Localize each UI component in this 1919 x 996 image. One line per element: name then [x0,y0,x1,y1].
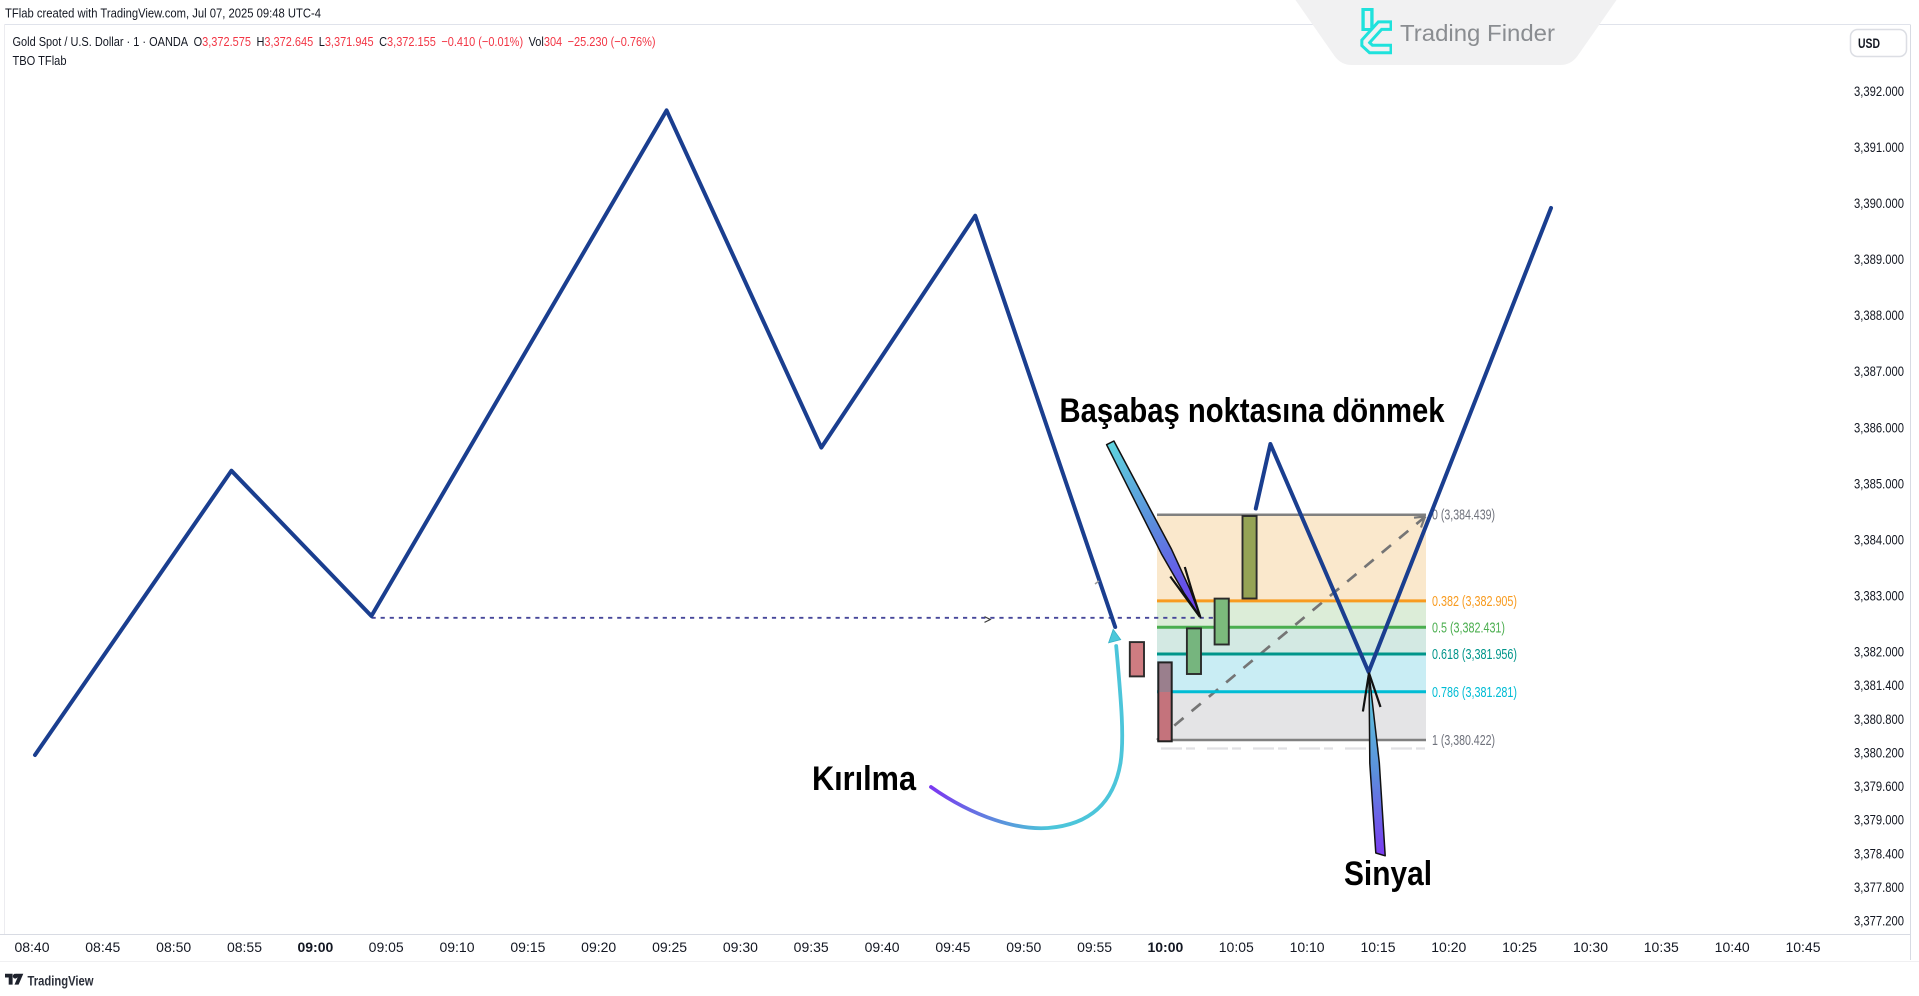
svg-text:TradingView: TradingView [28,973,94,989]
svg-text:09:10: 09:10 [439,939,474,955]
svg-text:3,386.000: 3,386.000 [1854,419,1904,435]
svg-text:3,377.800: 3,377.800 [1854,879,1904,895]
svg-text:10:00: 10:00 [1147,939,1183,955]
svg-text:3,392.000: 3,392.000 [1854,83,1904,99]
svg-text:09:25: 09:25 [652,939,687,955]
svg-text:10:10: 10:10 [1290,939,1325,955]
svg-text:10:20: 10:20 [1431,939,1466,955]
svg-text:08:40: 08:40 [14,939,49,955]
svg-text:09:35: 09:35 [794,939,829,955]
svg-text:09:00: 09:00 [297,939,333,955]
svg-text:Kırılma: Kırılma [812,760,917,798]
svg-text:3,387.000: 3,387.000 [1854,363,1904,379]
svg-text:10:30: 10:30 [1573,939,1608,955]
svg-text:09:30: 09:30 [723,939,758,955]
svg-text:3,382.000: 3,382.000 [1854,644,1904,660]
svg-text:3,379.000: 3,379.000 [1854,812,1904,828]
svg-text:3,390.000: 3,390.000 [1854,195,1904,211]
svg-text:0.786 (3,381.281): 0.786 (3,381.281) [1432,685,1517,701]
svg-text:08:45: 08:45 [85,939,120,955]
svg-text:3,380.200: 3,380.200 [1854,744,1904,760]
svg-text:3,383.000: 3,383.000 [1854,588,1904,604]
svg-text:3,389.000: 3,389.000 [1854,251,1904,267]
svg-text:09:15: 09:15 [510,939,545,955]
svg-text:Trading Finder: Trading Finder [1400,20,1555,46]
svg-text:TBO TFlab: TBO TFlab [13,53,67,68]
svg-text:Sinyal: Sinyal [1344,855,1432,893]
svg-text:0 (3,384.439): 0 (3,384.439) [1432,508,1495,524]
svg-text:3,380.800: 3,380.800 [1854,711,1904,727]
svg-text:10:45: 10:45 [1785,939,1820,955]
svg-text:10:35: 10:35 [1644,939,1679,955]
svg-text:3,384.000: 3,384.000 [1854,531,1904,547]
svg-text:3,391.000: 3,391.000 [1854,139,1904,155]
svg-text:08:50: 08:50 [156,939,191,955]
svg-text:10:40: 10:40 [1715,939,1750,955]
svg-text:09:55: 09:55 [1077,939,1112,955]
svg-text:TFlab created with TradingView: TFlab created with TradingView.com, Jul … [5,6,321,21]
svg-text:08:55: 08:55 [227,939,262,955]
svg-text:3,377.200: 3,377.200 [1854,913,1904,929]
svg-text:10:05: 10:05 [1219,939,1254,955]
svg-text:0.5 (3,382.431): 0.5 (3,382.431) [1432,620,1505,636]
svg-text:Başabaş noktasına dönmek: Başabaş noktasına dönmek [1060,392,1445,430]
svg-text:09:45: 09:45 [935,939,970,955]
svg-text:3,379.600: 3,379.600 [1854,778,1904,794]
svg-text:1 (3,380.422): 1 (3,380.422) [1432,733,1495,749]
svg-text:09:05: 09:05 [369,939,404,955]
svg-text:3,385.000: 3,385.000 [1854,475,1904,491]
svg-text:09:20: 09:20 [581,939,616,955]
svg-text:3,388.000: 3,388.000 [1854,307,1904,323]
svg-text:0.382 (3,382.905): 0.382 (3,382.905) [1432,594,1517,610]
svg-text:09:50: 09:50 [1006,939,1041,955]
svg-text:USD: USD [1858,35,1880,51]
svg-text:0.618 (3,381.956): 0.618 (3,381.956) [1432,647,1517,663]
svg-text:10:15: 10:15 [1360,939,1395,955]
svg-text:09:40: 09:40 [865,939,900,955]
svg-text:3,381.400: 3,381.400 [1854,677,1904,693]
svg-text:3,378.400: 3,378.400 [1854,845,1904,861]
svg-text:Gold Spot / U.S. Dollar · 1 ·: Gold Spot / U.S. Dollar · 1 · OANDA O3,3… [13,34,656,49]
svg-text:10:25: 10:25 [1502,939,1537,955]
